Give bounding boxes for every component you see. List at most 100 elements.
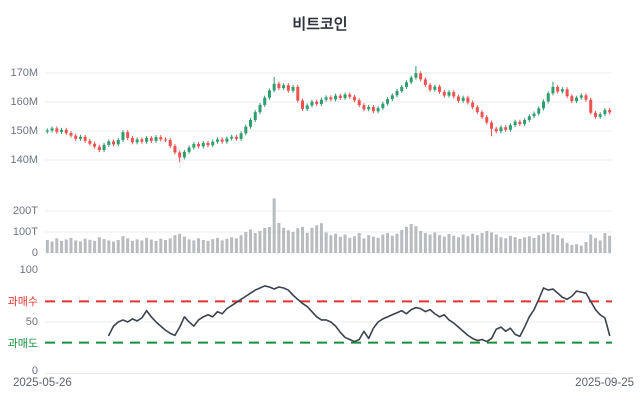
volume-bar — [130, 240, 134, 253]
volume-bar — [126, 238, 130, 253]
volume-bar — [404, 226, 408, 253]
candle-body — [532, 113, 536, 117]
volume-bar — [145, 237, 149, 253]
candle-body — [400, 86, 404, 91]
volume-bar — [593, 237, 597, 253]
volume-bar — [546, 232, 550, 253]
volume-bar — [215, 237, 219, 253]
volume-bar — [305, 232, 309, 253]
volume-bar — [88, 239, 92, 253]
price-axis-label-150m: 150M — [10, 125, 38, 137]
volume-bar — [480, 233, 484, 253]
volume-bar — [263, 227, 267, 253]
candle-body — [395, 90, 399, 96]
volume-bar — [551, 234, 555, 253]
volume-bar — [414, 226, 418, 253]
volume-bar — [452, 235, 456, 253]
x-axis-start-date: 2025-05-26 — [13, 377, 72, 389]
candle-body — [253, 112, 257, 120]
candle-body — [215, 139, 219, 142]
volume-bar — [560, 238, 564, 253]
candle-body — [310, 101, 314, 106]
candle-body — [404, 82, 408, 87]
candle-body — [376, 108, 380, 112]
volume-bar — [230, 237, 234, 253]
candle-body — [527, 116, 531, 120]
price-axis-label-140m: 140M — [10, 154, 38, 166]
volume-bar — [419, 230, 423, 253]
volume-bar — [178, 233, 182, 253]
candle-body — [338, 95, 342, 98]
volume-bar — [386, 233, 390, 253]
volume-bar — [575, 244, 579, 253]
volume-bar — [253, 233, 257, 253]
candle-body — [140, 139, 144, 142]
candle-body — [211, 141, 215, 146]
gridlines — [45, 72, 612, 374]
candle-body — [409, 77, 413, 83]
volume-bar — [537, 235, 541, 253]
volume-bar — [286, 230, 290, 253]
price-axis-label-170m: 170M — [10, 67, 38, 79]
volume-bar — [471, 233, 475, 253]
candle-body — [225, 138, 229, 142]
volume-bar — [409, 224, 413, 253]
volume-bar — [182, 236, 186, 253]
volume-bar — [329, 235, 333, 253]
candle-body — [438, 86, 442, 92]
candle-body — [197, 144, 201, 147]
volume-bar — [244, 232, 248, 253]
candle-body — [414, 73, 418, 78]
candle-body — [386, 99, 390, 104]
candle-body — [362, 105, 366, 110]
volume-bar — [197, 238, 201, 253]
candle-body — [608, 110, 612, 113]
candle-body — [135, 139, 139, 143]
volume-bar — [603, 233, 607, 253]
candle-body — [589, 99, 593, 113]
volume-bar — [395, 233, 399, 253]
volume-bar — [239, 235, 243, 253]
candle-body — [523, 119, 527, 125]
candle-body — [74, 135, 78, 139]
candle-body — [182, 151, 186, 158]
volume-bar — [466, 236, 470, 253]
candle-body — [201, 142, 205, 147]
candle-body — [504, 127, 508, 130]
candle-body — [286, 85, 290, 91]
candle-body — [301, 100, 305, 109]
candle-body — [579, 95, 583, 98]
volume-bar — [97, 237, 101, 253]
volume-bar — [494, 234, 498, 253]
candle-body — [452, 92, 456, 97]
volume-bar — [121, 236, 125, 253]
volume-bar — [135, 239, 139, 253]
volume-bar — [220, 240, 224, 253]
candle-body — [556, 86, 560, 92]
candle-body — [272, 83, 276, 91]
volume-bar — [579, 245, 583, 253]
candle-body — [428, 84, 432, 90]
volume-bar — [149, 239, 153, 253]
volume-bar — [334, 233, 338, 253]
volume-bar — [310, 227, 314, 253]
candle-body — [130, 137, 134, 143]
volume-bar — [277, 222, 281, 253]
candle-body — [126, 132, 130, 138]
volume-bar — [565, 242, 569, 253]
volume-bar — [475, 235, 479, 253]
candle-body — [575, 97, 579, 102]
volume-bar — [206, 240, 210, 253]
candle-body — [329, 97, 333, 100]
candle-body — [570, 96, 574, 102]
candle-body — [168, 139, 172, 147]
volume-bar — [456, 237, 460, 253]
x-axis-end-date: 2025-09-25 — [575, 377, 634, 389]
candle-body — [357, 100, 361, 106]
volume-bar — [211, 239, 215, 253]
candle-body — [263, 97, 267, 105]
candle-body — [149, 137, 153, 141]
candle-body — [348, 94, 352, 97]
volume-bar — [589, 234, 593, 253]
candle-body — [116, 139, 120, 145]
